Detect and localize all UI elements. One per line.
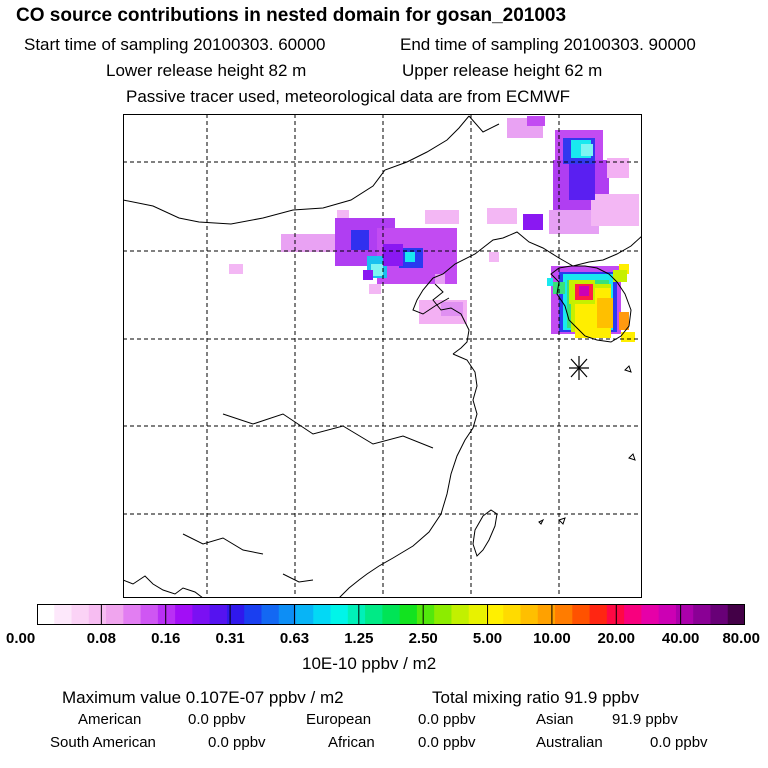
colorbar-tick-label: 20.00 [597, 630, 636, 647]
coastlines [123, 115, 642, 598]
colorbar-cell [54, 604, 73, 625]
colorbar-cell [675, 604, 694, 625]
region-african-name: African [328, 734, 375, 751]
colorbar-cell [365, 604, 383, 625]
colorbar-cell [278, 604, 297, 625]
colorbar-cell [88, 604, 107, 625]
colorbar-cell [209, 604, 228, 625]
colorbar-cell [330, 604, 349, 625]
graticule [123, 114, 642, 598]
region-african-value: 0.0 ppbv [418, 734, 476, 751]
star-icon [569, 356, 589, 380]
colorbar-cell [658, 604, 677, 625]
colorbar-tick-label: 10.00 [533, 630, 571, 647]
colorbar-cell [192, 604, 211, 625]
colorbar-tick-label: 2.50 [408, 630, 438, 647]
map-panel [123, 114, 642, 598]
colorbar-cell [710, 604, 729, 625]
colorbar-cell [226, 604, 245, 625]
colorbar-cell [382, 604, 401, 625]
colorbar-cell [244, 604, 263, 625]
upper-release-label: Upper release height 62 m [402, 61, 603, 80]
colorbar-cell [624, 604, 642, 625]
plume-northeast [425, 116, 639, 234]
colorbar-tick-label: 40.00 [661, 630, 700, 647]
colorbar-tick-label: 0.63 [279, 630, 310, 647]
colorbar-tick-label: 0.31 [215, 630, 245, 647]
region-european-value: 0.0 ppbv [418, 711, 476, 728]
colorbar-cell [589, 604, 608, 625]
map-title: CO source contributions in nested domain… [16, 5, 567, 26]
region-south-american-name: South American [50, 734, 156, 751]
colorbar-cell [416, 604, 435, 625]
colorbar-cell [693, 604, 712, 625]
plume-korea-hotspot [547, 264, 635, 342]
colorbar [37, 604, 745, 625]
colorbar-tick-label: 0.00 [6, 630, 36, 647]
colorbar-tick-label: 0.16 [151, 630, 181, 647]
colorbar-cell [175, 604, 194, 625]
colorbar-cell [313, 604, 332, 625]
end-time-label: End time of sampling 20100303. 90000 [400, 35, 696, 54]
colorbar-cell [555, 604, 573, 625]
region-american-value: 0.0 ppbv [188, 711, 246, 728]
colorbar-cell [71, 604, 90, 625]
colorbar-cell [37, 604, 55, 625]
colorbar-cell [399, 604, 418, 625]
region-asian-value: 91.9 ppbv [612, 711, 678, 728]
colorbar-cell [468, 604, 487, 625]
region-australian-name: Australian [536, 734, 603, 751]
colorbar-cell [572, 604, 591, 625]
total-mixing-ratio: Total mixing ratio 91.9 ppbv [432, 688, 639, 707]
colorbar-tick-label: 1.25 [344, 630, 374, 647]
colorbar-cell [347, 604, 366, 625]
colorbar-cell [727, 604, 745, 625]
colorbar-cell [520, 604, 539, 625]
lower-release-label: Lower release height 82 m [106, 61, 307, 80]
colorbar-cell [140, 604, 159, 625]
maximum-value: Maximum value 0.107E-07 ppbv / m2 [62, 688, 344, 707]
colorbar-cell [503, 604, 522, 625]
colorbar-tick-label: 5.00 [472, 630, 503, 647]
colorbar-tick-label: 80.00 [722, 630, 760, 647]
start-time-label: Start time of sampling 20100303. 60000 [24, 35, 326, 54]
colorbar-cell [485, 604, 504, 625]
colorbar-cell [106, 604, 124, 625]
colorbar-tick-label: 0.08 [86, 630, 116, 647]
map-frame [123, 114, 642, 598]
tracer-note: Passive tracer used, meteorological data… [126, 87, 571, 106]
region-asian-name: Asian [536, 711, 574, 728]
colorbar-cell [157, 604, 176, 625]
colorbar-unit: 10E-10 ppbv / m2 [302, 654, 437, 673]
colorbar-cell [537, 604, 556, 625]
region-american-name: American [78, 711, 142, 728]
colorbar-cell [641, 604, 660, 625]
colorbar-cell [434, 604, 453, 625]
colorbar-cell [261, 604, 280, 625]
region-south-american-value: 0.0 ppbv [208, 734, 266, 751]
region-australian-value: 0.0 ppbv [650, 734, 708, 751]
plume-west-band [229, 210, 499, 324]
region-european-name: European [306, 711, 372, 728]
colorbar-cell [123, 604, 142, 625]
colorbar-cell [296, 604, 314, 625]
colorbar-cell [451, 604, 470, 625]
